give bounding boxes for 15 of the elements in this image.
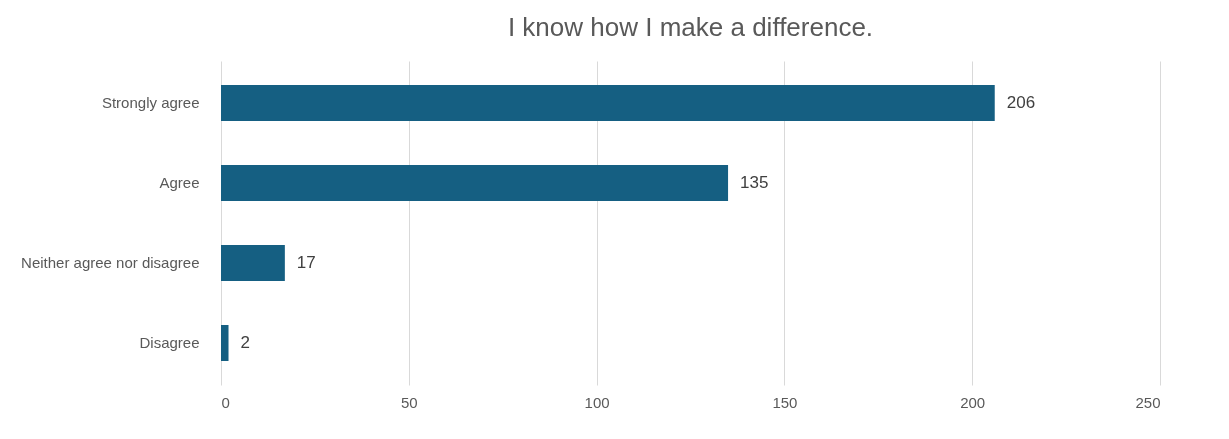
x-tick-label: 150 xyxy=(772,393,798,411)
data-label: 135 xyxy=(740,173,769,192)
x-tick-label: 200 xyxy=(960,393,986,411)
x-tick-label: 250 xyxy=(1135,393,1161,411)
data-label: 2 xyxy=(240,333,250,352)
y-tick-label: Neither agree nor disagree xyxy=(21,254,200,271)
data-label: 206 xyxy=(1006,93,1036,112)
x-tick-label: 100 xyxy=(584,393,610,411)
y-tick-label: Agree xyxy=(159,174,200,191)
x-tick-label: 50 xyxy=(400,393,418,411)
x-tick-label: 0 xyxy=(221,393,230,411)
chart-title: I know how I make a difference. xyxy=(507,12,874,42)
y-tick-label: Strongly agree xyxy=(101,94,200,111)
data-label: 17 xyxy=(296,253,316,272)
y-tick-label: Disagree xyxy=(139,334,200,351)
